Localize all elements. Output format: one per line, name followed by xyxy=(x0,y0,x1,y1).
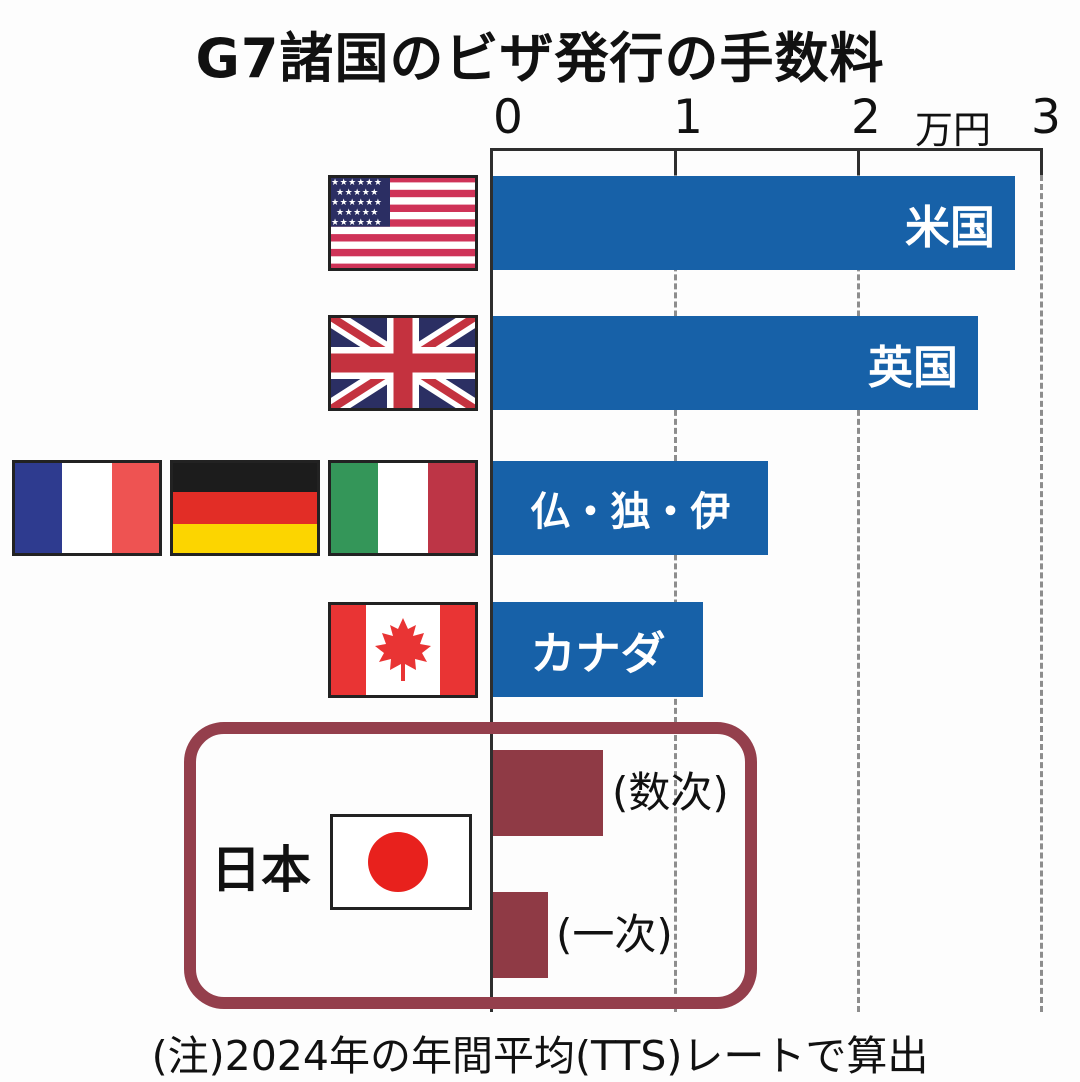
flag-japan xyxy=(330,814,472,910)
footnote: (注)2024年の年間平均(TTS)レートで算出 xyxy=(151,1032,929,1080)
flag-usa: ★★★★★★ ★★★★★ ★★★★★★ ★★★★★ ★★★★★★ xyxy=(328,175,478,271)
axis-tick-label-3: 3 xyxy=(1031,90,1061,145)
gridline-3 xyxy=(1040,175,1043,1012)
bar-japan-single-entry xyxy=(493,892,548,978)
flag-uk xyxy=(328,315,478,411)
axis-tick-mark-2 xyxy=(857,148,860,175)
bar-uk: 英国 xyxy=(493,316,978,410)
axis-tick-mark-1 xyxy=(674,148,677,175)
svg-text:★★★★★: ★★★★★ xyxy=(336,208,379,218)
flag-germany xyxy=(170,460,320,556)
chart-title: G7諸国のビザ発行の手数料 xyxy=(195,27,885,90)
gridline-1 xyxy=(674,175,677,1012)
bar-japan-single-entry-label: (一次) xyxy=(556,910,673,959)
bar-uk-label: 英国 xyxy=(867,340,958,394)
bar-canada-label: カナダ xyxy=(530,627,666,680)
japan-group-label: 日本 xyxy=(211,841,311,899)
bar-france-germany-italy: 仏・独・伊 xyxy=(493,461,768,555)
bar-japan-multiple-entry-label: (数次) xyxy=(612,768,729,817)
axis-tick-mark-3 xyxy=(1040,148,1043,175)
japan-highlight-box xyxy=(184,722,757,1009)
flag-canada xyxy=(328,602,478,698)
bar-canada: カナダ xyxy=(493,602,703,697)
svg-text:★★★★★: ★★★★★ xyxy=(336,188,379,198)
gridline-2 xyxy=(857,175,860,1012)
zero-baseline xyxy=(490,148,493,1012)
flag-france xyxy=(12,460,162,556)
svg-text:★★★★★★: ★★★★★★ xyxy=(331,198,382,208)
svg-text:★★★★★★: ★★★★★★ xyxy=(331,218,382,228)
x-axis-line xyxy=(491,148,1043,151)
axis-unit-label: 万円 xyxy=(914,108,991,152)
svg-text:★★★★★★: ★★★★★★ xyxy=(331,178,382,188)
flag-italy xyxy=(328,460,478,556)
axis-tick-label-2: 2 xyxy=(851,90,881,145)
bar-usa: 米国 xyxy=(493,176,1015,270)
bar-france-germany-italy-label: 仏・独・伊 xyxy=(530,489,731,535)
bar-usa-label: 米国 xyxy=(904,200,995,254)
axis-tick-label-1: 1 xyxy=(673,90,703,145)
axis-tick-label-0: 0 xyxy=(493,90,523,145)
bar-japan-multiple-entry xyxy=(493,750,603,836)
